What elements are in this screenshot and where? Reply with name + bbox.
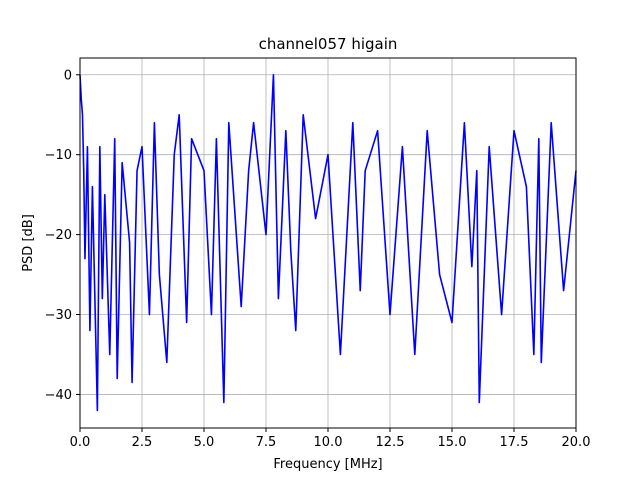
y-tick-label: −30 xyxy=(45,308,72,323)
x-tick-label: 7.5 xyxy=(256,435,277,450)
x-tick-label: 17.5 xyxy=(500,435,529,450)
x-tick-label: 5.0 xyxy=(194,435,215,450)
y-tick-label: −40 xyxy=(45,388,72,403)
x-tick-label: 10.0 xyxy=(314,435,343,450)
y-tick-label: −20 xyxy=(45,228,72,243)
x-ticks: 0.0 2.5 5.0 7.5 10.0 12.5 15.0 17.5 20.0 xyxy=(70,428,591,450)
x-tick-label: 15.0 xyxy=(438,435,467,450)
y-tick-label: −10 xyxy=(45,148,72,163)
x-tick-label: 2.5 xyxy=(132,435,153,450)
x-tick-label: 20.0 xyxy=(562,435,591,450)
grid xyxy=(79,58,577,428)
series-group xyxy=(79,73,577,412)
x-tick-label: 12.5 xyxy=(376,435,405,450)
y-tick-label: 0 xyxy=(64,68,72,83)
x-tick-label: 0.0 xyxy=(70,435,91,450)
chart-title: channel057 higain xyxy=(259,35,398,53)
x-axis-label: Frequency [MHz] xyxy=(273,457,382,472)
y-axis-label: PSD [dB] xyxy=(21,214,36,272)
series-line-0 xyxy=(79,73,577,412)
y-ticks: 0 −10 −20 −30 −40 xyxy=(45,68,80,403)
